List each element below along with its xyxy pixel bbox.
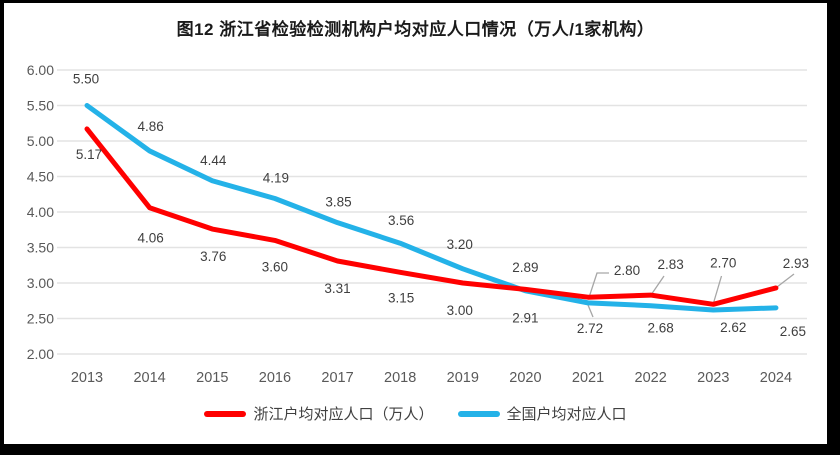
legend-item-zhejiang: 浙江户均对应人口（万人） [204,403,434,424]
national-value-label: 3.20 [447,237,473,252]
national-value-label: 4.44 [200,153,227,168]
x-tick-label: 2020 [509,370,541,386]
line-chart-svg: 6.00 5.50 5.00 4.50 4.00 3.50 3.00 2.50 2.00 2013… [27,62,809,386]
national-value-label: 2.62 [720,320,746,335]
zhejiang-value-label: 5.17 [76,147,102,162]
label-leader-line [712,275,723,304]
zhejiang-value-label: 2.91 [512,310,538,325]
national-value-label: 4.19 [263,171,289,186]
zhejiang-line-marker-icon [204,410,247,417]
label-leader-line [650,275,665,296]
national-value-label: 4.86 [137,119,163,134]
x-tick-label: 2024 [760,370,792,386]
label-leader-line [776,273,795,288]
y-tick-label: 4.50 [27,169,54,185]
legend-label-national: 全国户均对应人口 [506,406,627,423]
national-value-label: 2.72 [577,321,603,336]
y-tick-label: 2.50 [27,311,54,327]
x-tick-label: 2015 [196,370,228,386]
x-tick-label: 2017 [321,370,353,386]
national-value-label: 3.85 [325,195,351,210]
x-tick-label: 2014 [133,370,165,386]
chart-title: 图12 浙江省检验检测机构户均对应人口情况（万人/1家机构） [176,20,655,39]
x-tick-label: 2022 [635,370,667,386]
x-tick-label: 2018 [384,370,416,386]
label-leader-line [587,272,609,300]
zhejiang-value-label: 3.76 [200,249,226,264]
zhejiang-value-label: 3.15 [388,290,414,305]
x-tick-label: 2016 [259,370,291,386]
chart-canvas: 图12 浙江省检验检测机构户均对应人口情况（万人/1家机构） 6.00 5.50 5… [4,3,827,444]
x-tick-label: 2013 [71,370,103,386]
zhejiang-value-label: 3.31 [324,281,350,296]
zhejiang-value-label: 2.83 [658,257,684,272]
national-line-marker-icon [457,410,500,417]
zhejiang-value-label: 2.80 [614,263,640,278]
zhejiang-value-label: 2.93 [783,256,809,271]
zhejiang-series-line [84,126,779,307]
national-series-line [84,103,779,313]
national-value-label: 2.65 [780,324,806,339]
legend: 浙江户均对应人口（万人） 全国户均对应人口 [4,403,827,424]
y-tick-label: 4.00 [27,204,54,220]
national-value-label: 5.50 [73,72,99,87]
zhejiang-value-label: 3.60 [262,259,288,274]
y-tick-label: 6.00 [27,62,54,78]
national-value-label: 3.56 [388,213,414,228]
x-tick-label: 2019 [447,370,479,386]
x-tick-label: 2021 [572,370,604,386]
y-tick-label: 5.00 [27,133,54,149]
national-value-label: 2.68 [648,321,674,336]
y-tick-label: 5.50 [27,98,54,114]
national-value-label: 2.89 [512,260,538,275]
y-tick-label: 3.50 [27,240,54,256]
zhejiang-value-label: 2.70 [710,255,736,270]
y-tick-label: 2.00 [27,346,54,362]
label-leader-line [587,304,594,318]
zhejiang-value-label: 4.06 [137,231,163,246]
legend-label-zhejiang: 浙江户均对应人口（万人） [253,406,434,423]
x-tick-label: 2023 [697,370,729,386]
zhejiang-value-label: 3.00 [447,303,473,318]
y-tick-label: 3.00 [27,275,54,291]
legend-item-national: 全国户均对应人口 [457,403,627,424]
